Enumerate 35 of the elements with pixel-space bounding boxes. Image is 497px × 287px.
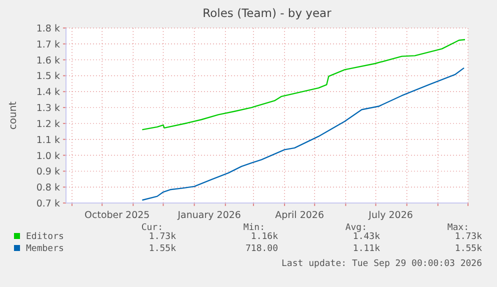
x-tick-label: July 2026	[368, 210, 413, 221]
y-tick-label: 1.5 k	[36, 71, 60, 82]
x-tick-label: April 2026	[275, 210, 324, 221]
text: 1.73k	[148, 232, 177, 242]
text: Max:	[447, 223, 469, 233]
y-tick-label: 1.6 k	[36, 55, 60, 66]
y-tick-label: 0.7 k	[36, 198, 60, 210]
text: 1.16k	[250, 232, 279, 242]
text: 1.73k	[454, 232, 483, 242]
text: 1.55k	[454, 244, 483, 254]
y-tick-label: 0.9 k	[36, 166, 60, 178]
text: Last update: Tue Sep 29 00:00:03 2026	[282, 259, 482, 269]
line-series	[142, 67, 465, 201]
y-tick-label: 0.8 k	[36, 182, 60, 194]
y-axis-title: count	[8, 101, 19, 130]
y-tick-label: 1.4 k	[36, 87, 60, 98]
x-tick-label: January 2026	[176, 210, 241, 221]
y-tick-label: 1.3 k	[36, 103, 60, 114]
line-series	[142, 39, 466, 130]
text: Cur:	[141, 223, 163, 233]
y-tick-label: 1.1 k	[36, 134, 60, 146]
text: Min:	[243, 223, 265, 233]
text: Avg:	[345, 223, 367, 233]
y-tick-label: 1.2 k	[36, 118, 60, 130]
y-tick-label: 1.7 k	[36, 39, 60, 50]
chart-title: Roles (Team) - by year	[202, 6, 332, 20]
y-tick-label: 1.0 k	[36, 150, 60, 162]
x-tick-label: October 2025	[84, 210, 150, 221]
legend-label: Editors	[26, 232, 64, 242]
text: 1.43k	[352, 232, 381, 242]
legend-label: Members	[26, 244, 64, 254]
text: 1.55k	[148, 244, 177, 254]
text: 718.00	[245, 244, 278, 254]
y-tick-label: 1.8 k	[36, 24, 60, 34]
text: 1.11k	[352, 244, 381, 254]
